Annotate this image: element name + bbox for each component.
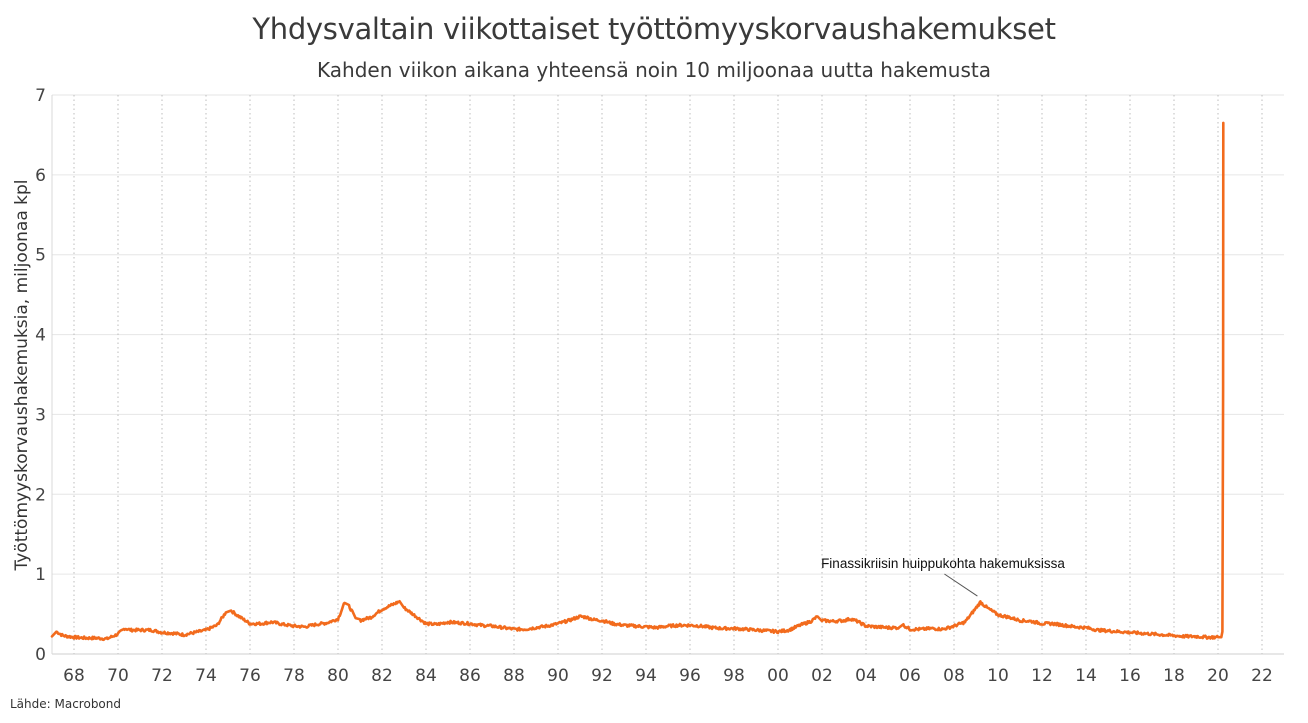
x-tick-label: 90 [547, 666, 569, 686]
source-note: Lähde: Macrobond [10, 697, 121, 711]
annotation-leader-line [944, 573, 978, 597]
chart-subtitle: Kahden viikon aikana yhteensä noin 10 mi… [317, 58, 991, 82]
y-tick-label: 4 [35, 326, 46, 346]
axes [51, 95, 1284, 655]
x-tick-label: 06 [899, 666, 921, 686]
y-tick-label: 7 [35, 86, 46, 106]
x-tick-label: 04 [855, 666, 877, 686]
x-tick-label: 08 [943, 666, 965, 686]
x-tick-label: 14 [1075, 666, 1097, 686]
chart-title: Yhdysvaltain viikottaiset työttömyyskorv… [252, 12, 1056, 46]
y-tick-labels: 0 1 2 3 4 5 6 7 [35, 86, 46, 665]
annotation-label: Finassikriisin huippukohta hakemuksissa [821, 556, 1065, 571]
series-line [50, 121, 1225, 642]
y-tick-label: 5 [35, 246, 46, 266]
x-tick-label: 00 [767, 666, 789, 686]
y-tick-label: 0 [35, 645, 46, 665]
y-axis-label: Työttömyyskorvaushakemuksia, miljoonaa k… [12, 180, 32, 572]
y-tick-label: 3 [35, 405, 46, 425]
x-tick-label: 10 [987, 666, 1009, 686]
x-tick-label: 18 [1163, 666, 1185, 686]
x-tick-label: 22 [1251, 666, 1273, 686]
x-tick-label: 94 [635, 666, 657, 686]
y-tick-label: 2 [35, 485, 46, 505]
x-tick-label: 74 [195, 666, 217, 686]
x-tick-label: 86 [459, 666, 481, 686]
x-tick-label: 72 [151, 666, 173, 686]
x-tick-label: 96 [679, 666, 701, 686]
annotation-layer: Finassikriisin huippukohta hakemuksissa [821, 556, 1065, 597]
series-layer [50, 121, 1225, 642]
x-tick-label: 70 [107, 666, 129, 686]
y-tick-label: 1 [35, 565, 46, 585]
x-tick-label: 88 [503, 666, 525, 686]
x-tick-label: 82 [371, 666, 393, 686]
x-tick-label: 02 [811, 666, 833, 686]
x-tick-label: 92 [591, 666, 613, 686]
x-tick-label: 84 [415, 666, 437, 686]
x-tick-labels: 68 70 72 74 76 78 80 82 84 86 88 90 92 94 96 98 00 02 04 06… [63, 666, 1273, 686]
x-tick-label: 20 [1207, 666, 1229, 686]
x-tick-label: 98 [723, 666, 745, 686]
y-tick-label: 6 [35, 166, 46, 186]
x-tick-label: 80 [327, 666, 349, 686]
grid-lines [52, 94, 1284, 654]
x-tick-label: 68 [63, 666, 85, 686]
x-tick-label: 16 [1119, 666, 1141, 686]
x-tick-label: 76 [239, 666, 261, 686]
x-tick-label: 12 [1031, 666, 1053, 686]
x-tick-label: 78 [283, 666, 305, 686]
